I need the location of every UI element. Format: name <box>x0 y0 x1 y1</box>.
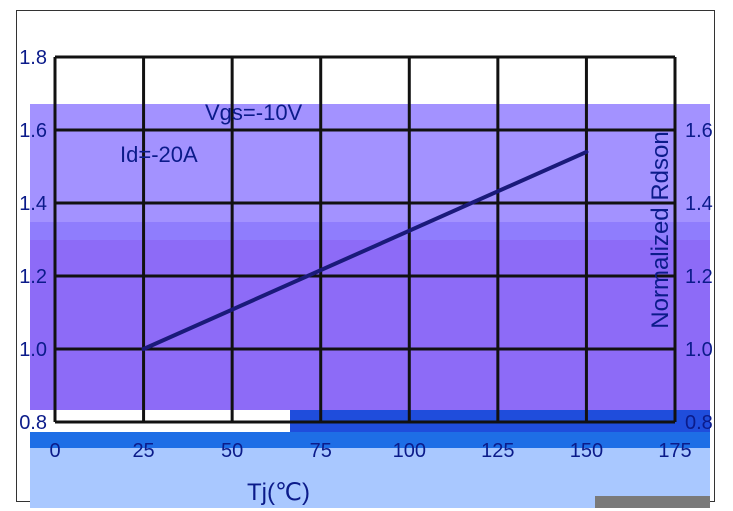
y-axis-title: Normalized Rdson <box>647 131 674 328</box>
x-tick-label: 50 <box>221 440 243 462</box>
y-tick-label: 1.8 <box>19 47 47 69</box>
x-tick-label: 175 <box>658 440 691 462</box>
grid <box>53 55 677 424</box>
annotation-id: Id=-20A <box>120 142 198 167</box>
annotation-vgs: Vgs=-10V <box>205 100 303 125</box>
y-tick-label-right: 1.0 <box>685 339 713 361</box>
tick-labels: 0 25 50 75 100 125 150 175 1.8 1.6 1.4 1.2 1.0 0.8 1.6… <box>19 47 713 462</box>
y-tick-label: 1.6 <box>19 120 47 142</box>
y-tick-label-right: 1.4 <box>685 193 713 215</box>
x-tick-label: 150 <box>570 440 603 462</box>
series-group <box>141 149 589 351</box>
y-tick-label: 1.0 <box>19 339 47 361</box>
x-tick-label: 125 <box>481 440 514 462</box>
y-tick-label: 1.4 <box>19 193 47 215</box>
series-line <box>141 149 589 351</box>
y-tick-label-right: 1.6 <box>685 120 713 142</box>
x-tick-label: 75 <box>310 440 332 462</box>
y-tick-label-right: 1.2 <box>685 266 713 288</box>
x-tick-label: 0 <box>49 440 60 462</box>
x-tick-label: 100 <box>393 440 426 462</box>
overlay-band <box>595 496 710 508</box>
x-tick-label: 25 <box>132 440 154 462</box>
y-tick-label: 1.2 <box>19 266 47 288</box>
x-axis-title: Tj(℃) <box>247 479 310 506</box>
y-tick-label-right: 0.8 <box>685 412 713 434</box>
overlay-band <box>30 222 710 240</box>
y-tick-label: 0.8 <box>19 412 47 434</box>
